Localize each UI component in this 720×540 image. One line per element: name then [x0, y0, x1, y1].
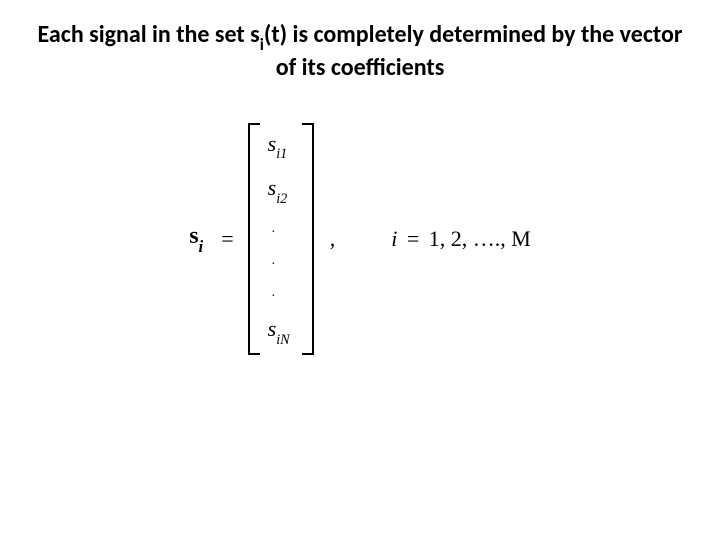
lhs-sub: i: [199, 237, 204, 256]
equals-sign: =: [217, 226, 237, 252]
title-prefix: Each signal in the set s: [38, 20, 260, 49]
range-equals: =: [403, 226, 423, 251]
index-range: i = 1, 2, …., M: [355, 226, 531, 252]
vector-entries: si1 si2 . . . siN: [260, 123, 302, 355]
slide-title: Each signal in the set si(t) is complete…: [32, 20, 688, 83]
vector-dot-1: .: [268, 222, 290, 236]
range-var: i: [391, 226, 397, 251]
column-vector: si1 si2 . . . siN: [248, 123, 314, 355]
right-bracket: [302, 123, 314, 355]
vector-dot-2: .: [268, 254, 290, 268]
title-sub: i: [260, 34, 264, 55]
equation: si = si1 si2 . . . siN , i: [32, 123, 688, 355]
lhs-base: s: [189, 223, 198, 249]
vector-dot-3: .: [268, 286, 290, 300]
vector-lhs: si: [189, 223, 207, 254]
title-suffix: (t) is completely determined by the vect…: [264, 20, 683, 82]
vector-entry-2: si2: [268, 177, 290, 204]
range-values: 1, 2, …., M: [429, 226, 531, 251]
trailing-comma: ,: [324, 226, 346, 252]
vector-entry-1: si1: [268, 133, 290, 160]
vector-entry-n: siN: [268, 318, 290, 345]
left-bracket: [248, 123, 260, 355]
